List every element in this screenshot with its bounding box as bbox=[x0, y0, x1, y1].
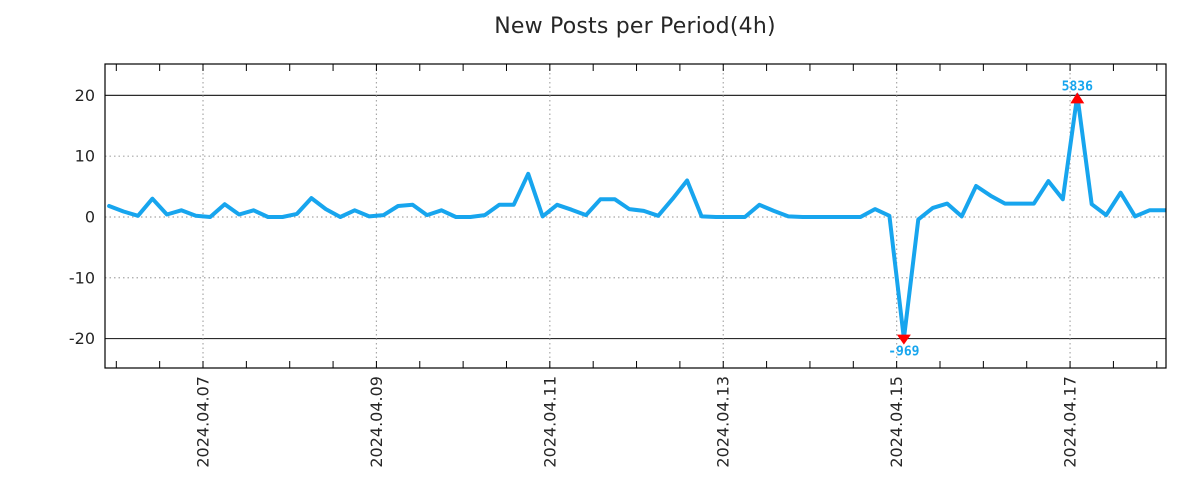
y-tick-label: -20 bbox=[69, 329, 95, 348]
x-tick-label: 2024.04.07 bbox=[194, 376, 213, 468]
x-tick-label: 2024.04.13 bbox=[714, 376, 733, 468]
y-tick-label: -10 bbox=[69, 268, 95, 287]
y-tick-label: 0 bbox=[85, 207, 95, 226]
annotation-label: -969 bbox=[888, 345, 919, 360]
min-marker-icon bbox=[896, 334, 911, 345]
chart-title: New Posts per Period(4h) bbox=[494, 14, 776, 39]
y-tick-label: 10 bbox=[75, 147, 95, 166]
data-line bbox=[107, 93, 1166, 341]
x-tick-label: 2024.04.09 bbox=[367, 376, 386, 468]
x-tick-label: 2024.04.17 bbox=[1061, 376, 1080, 468]
max-marker-icon bbox=[1070, 92, 1085, 104]
x-tick-label: 2024.04.11 bbox=[540, 376, 559, 468]
x-tick-label: 2024.04.15 bbox=[887, 376, 906, 468]
annotation-label: 5836 bbox=[1062, 79, 1093, 94]
plot-frame bbox=[104, 63, 1167, 369]
y-tick-label: 20 bbox=[75, 86, 95, 105]
